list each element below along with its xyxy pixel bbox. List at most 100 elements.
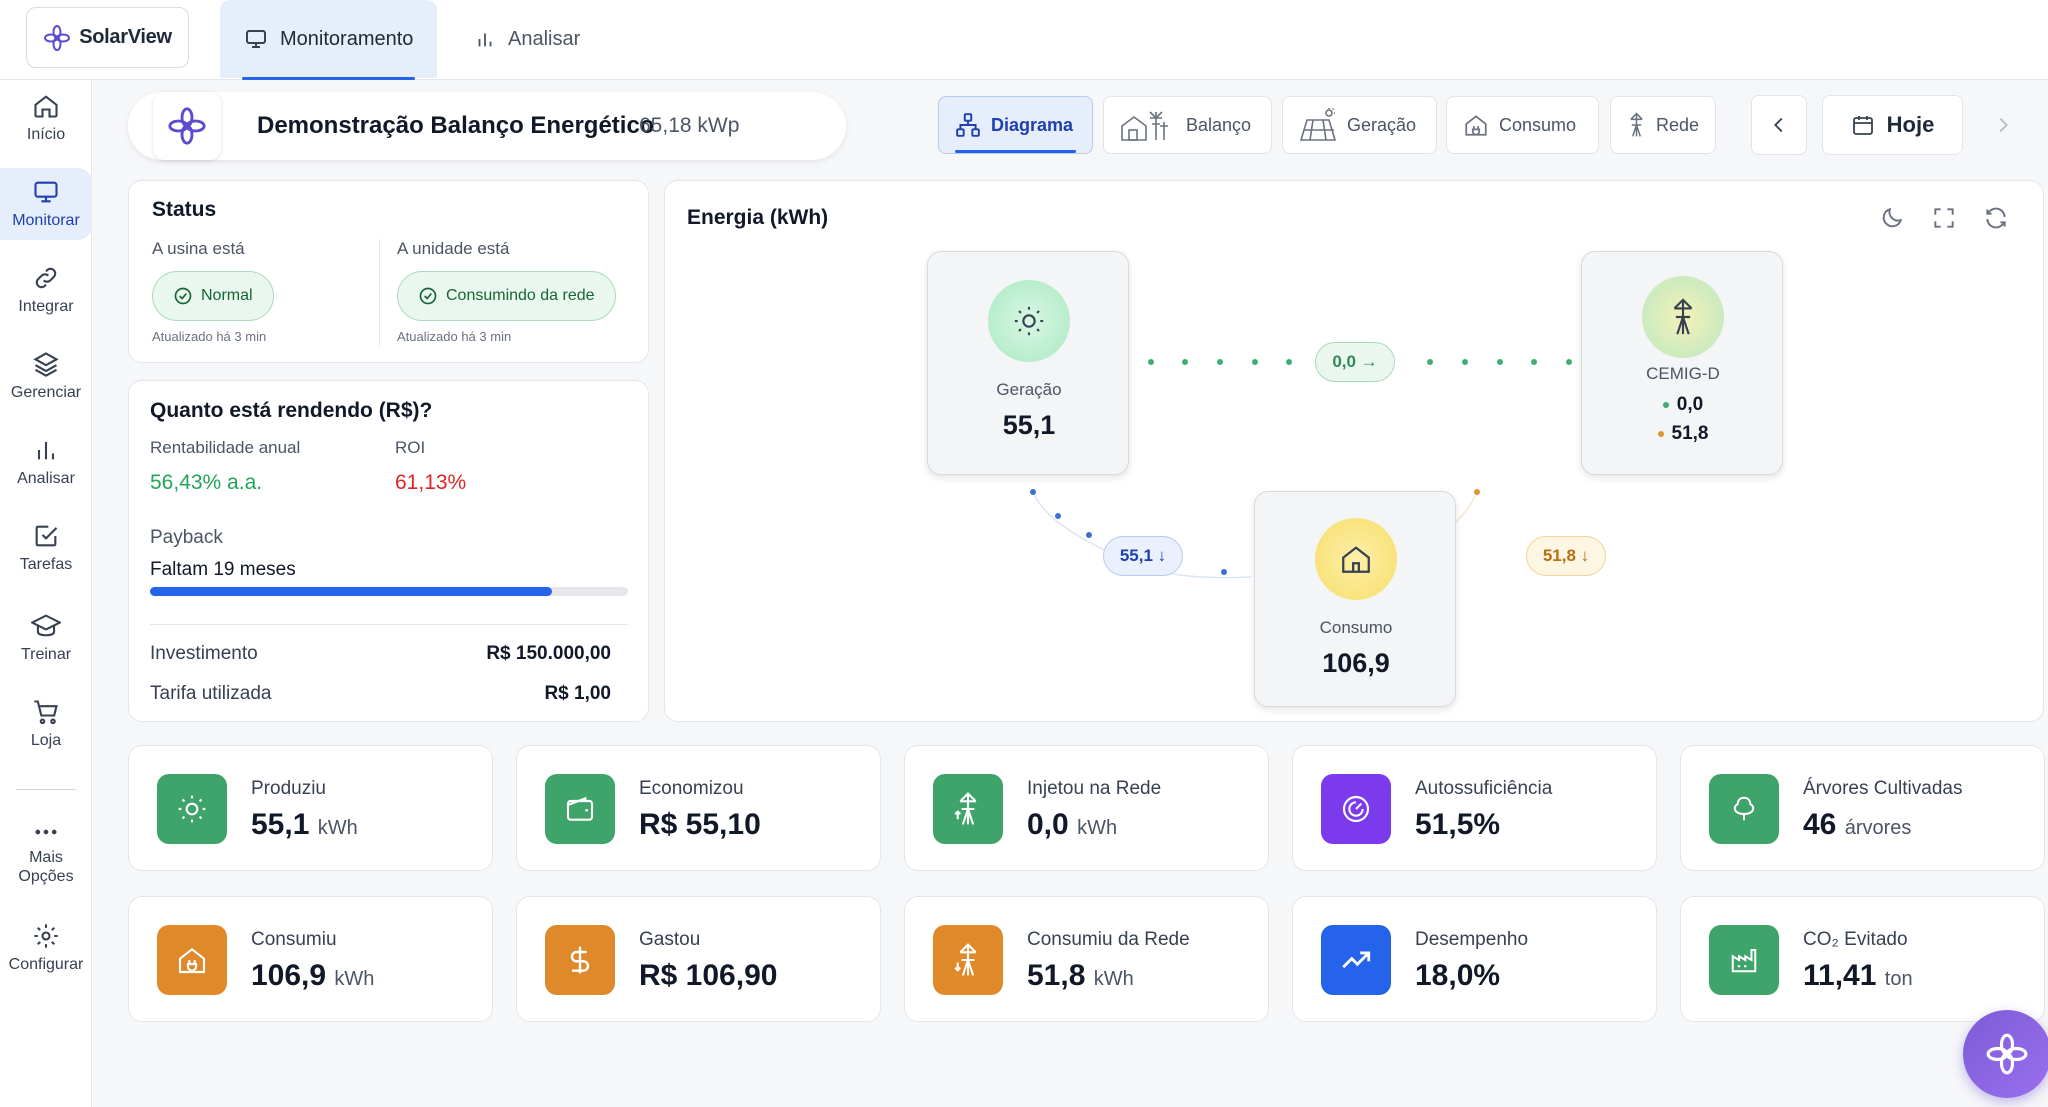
sidebar-divider [16,789,76,790]
returns-divider [150,624,628,625]
date-picker-button[interactable]: Hoje [1822,95,1963,155]
tab-balanco[interactable]: Balanço [1103,96,1272,154]
consumption-value: 106,9 [1322,648,1390,678]
tab-label: Diagrama [991,114,1074,135]
sidebar-item-configurar[interactable]: Configurar [0,922,92,974]
sidebar-item-treinar[interactable]: Treinar [0,612,92,664]
sidebar-item-loja[interactable]: Loja [0,698,92,750]
power-tower-icon [1630,112,1643,137]
app-logo[interactable]: SolarView [26,7,189,68]
stat-label: Consumiu [251,929,337,950]
sidebar-item-analisar[interactable]: Analisar [0,436,92,488]
flow-value: 0,0 → [1332,352,1378,371]
self-sufficiency-icon [1342,795,1370,823]
graduation-cap-icon [31,614,61,637]
unit-status-label: A unidade está [397,239,510,258]
returns-title: Quanto está rendendo (R$)? [150,399,433,422]
check-circle-icon [174,287,192,305]
flow-grid-consumption-badge: 51,8 ↓ [1526,536,1606,576]
stat-icon-box [545,774,615,844]
tab-rede[interactable]: Rede [1610,96,1716,154]
sidebar-item-label: Loja [30,732,62,749]
more-dots-icon [35,829,57,835]
refresh-icon[interactable] [1983,205,2009,231]
tab-monitoramento[interactable]: Monitoramento [220,0,438,80]
solarview-logo-icon [168,107,206,145]
sidebar-item-label: Gerenciar [10,384,82,401]
payback-label: Payback [150,527,223,548]
tab-diagrama[interactable]: Diagrama [938,96,1093,154]
investment-label: Investimento [150,643,258,664]
sitemap-icon [956,113,980,137]
chevron-left-icon [1774,117,1783,133]
roi-label: ROI [395,438,426,457]
fullscreen-icon[interactable] [1931,205,1957,231]
sidebar-item-gerenciar[interactable]: Gerenciar [0,350,92,402]
sidebar-item-label: Configurar [8,956,84,973]
tab-geracao[interactable]: Geração [1282,96,1437,154]
home-icon [34,95,58,118]
sidebar-item-label: Tarefas [19,556,73,573]
stat-label: Desempenho [1415,929,1529,950]
stat-value: R$ 106,90 [639,959,778,992]
grid-consumed-value: 51,8 [1671,423,1709,444]
tab-label: Consumo [1499,114,1577,135]
calendar-icon [1852,116,1873,135]
stat-value: 51,5% [1415,808,1501,841]
sidebar-item-label: Treinar [20,646,72,663]
layers-icon [33,352,59,377]
stat-icon-box [157,774,227,844]
generation-node[interactable]: Geração 55,1 [927,251,1129,475]
consumed-dot [1657,431,1664,437]
energy-card: Energia (kWh) Geração 55,1 [664,180,2044,722]
stat-label: Produziu [251,778,326,799]
stat-value: 106,9 kWh [251,959,375,992]
grid-node[interactable]: CEMIG-D 0,0 51,8 [1581,251,1783,475]
stat-value: 46 árvores [1803,808,1912,841]
generation-grid-flow-dots [1148,359,1572,365]
stat-value: 55,1 kWh [251,808,358,841]
generation-node-circle [988,280,1070,362]
energy-title: Energia (kWh) [687,206,829,229]
stat-card-consumiu: Consumiu 106,9 kWh [128,896,493,1022]
sidebar-item-label: Integrar [18,298,74,315]
sidebar-item-inicio[interactable]: Início [0,92,92,144]
sidebar-item-integrar[interactable]: Integrar [0,264,92,316]
bar-chart-icon [37,441,55,460]
sidebar-item-monitorar[interactable]: Monitorar [0,168,92,240]
assistant-fab-button[interactable] [1963,1010,2048,1098]
monitor-icon [246,30,266,48]
payback-progress-bar [150,587,628,596]
payback-progress-fill [150,587,552,596]
unit-status-badge: Consumindo da rede [397,271,616,321]
stat-icon-box [1321,925,1391,995]
home-icon [1342,546,1370,573]
next-date-button[interactable] [1975,95,2031,155]
previous-date-button[interactable] [1751,95,1807,155]
grid-consumed-line: 51,8 [1582,423,1784,445]
flow-generation-grid-badge: 0,0 → [1315,342,1395,382]
stat-value: R$ 55,10 [639,808,761,841]
sidebar-item-mais-opcoes[interactable]: Mais Opções [0,822,92,886]
stat-card-autossuficiencia: Autossuficiência 51,5% [1292,745,1657,871]
stat-icon-box [1709,774,1779,844]
stat-card-arvores: Árvores Cultivadas 46 árvores [1680,745,2045,871]
stat-icon-box [157,925,227,995]
status-title: Status [152,198,217,221]
consumption-node[interactable]: Consumo 106,9 [1254,491,1456,707]
sun-icon [178,795,206,823]
dark-mode-icon[interactable] [1879,205,1905,231]
tab-analisar[interactable]: Analisar [474,0,580,78]
sidebar-item-tarefas[interactable]: Tarefas [0,522,92,574]
solar-panel-icon [1299,108,1337,141]
stat-label: Injetou na Rede [1027,778,1162,799]
link-icon [35,267,57,289]
tab-consumo[interactable]: Consumo [1446,96,1599,154]
tab-label: Rede [1655,114,1699,135]
stat-label: CO₂ Evitado [1803,929,1908,950]
unit-status-updated: Atualizado há 3 min [397,329,512,344]
annual-return-value: 56,43% a.a. [150,471,263,494]
plant-power: 65,18 kWp [639,114,740,137]
stat-card-economizou: Economizou R$ 55,10 [516,745,881,871]
tariff-value: R$ 1,00 [544,683,611,704]
